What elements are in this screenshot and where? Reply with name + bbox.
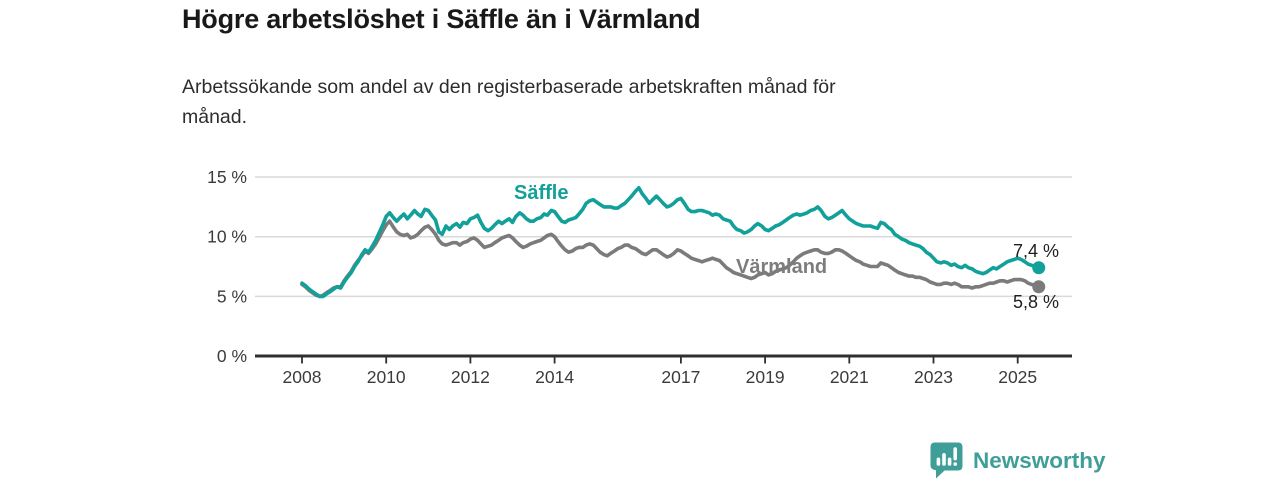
x-tick-label: 2012 (451, 367, 490, 387)
series-end-dot-säffle (1032, 261, 1046, 275)
y-tick-label: 0 % (217, 346, 247, 366)
newsworthy-logo-icon (930, 442, 963, 479)
varmland-end-value: 5,8 % (1013, 292, 1060, 312)
series-line-säffle (300, 186, 1041, 299)
x-tick-label: 2023 (914, 367, 953, 387)
x-tick-label: 2019 (746, 367, 785, 387)
page-title: Högre arbetslöshet i Säffle än i Värmlan… (182, 4, 701, 34)
x-tick-label: 2021 (830, 367, 869, 387)
saffle-end-value: 7,4 % (1013, 241, 1060, 261)
x-tick-label: 2025 (998, 367, 1037, 387)
series-line-värmland (300, 219, 1041, 299)
x-tick-label: 2014 (535, 367, 574, 387)
y-tick-label: 10 % (207, 227, 247, 247)
y-tick-label: 15 % (207, 167, 247, 187)
x-tick-label: 2017 (661, 367, 700, 387)
varmland-series-label: Värmland (736, 256, 828, 278)
saffle-series-label: Säffle (514, 182, 569, 204)
series-end-dot-värmland (1032, 280, 1046, 294)
newsworthy-brand-link[interactable]: Newsworthy (930, 442, 1106, 479)
x-tick-label: 2008 (283, 367, 322, 387)
chart-subtitle: Arbetssökande som andel av den registerb… (182, 76, 836, 128)
y-tick-label: 5 % (217, 286, 247, 306)
x-tick-label: 2010 (367, 367, 406, 387)
newsworthy-brand-text: Newsworthy (973, 447, 1106, 473)
